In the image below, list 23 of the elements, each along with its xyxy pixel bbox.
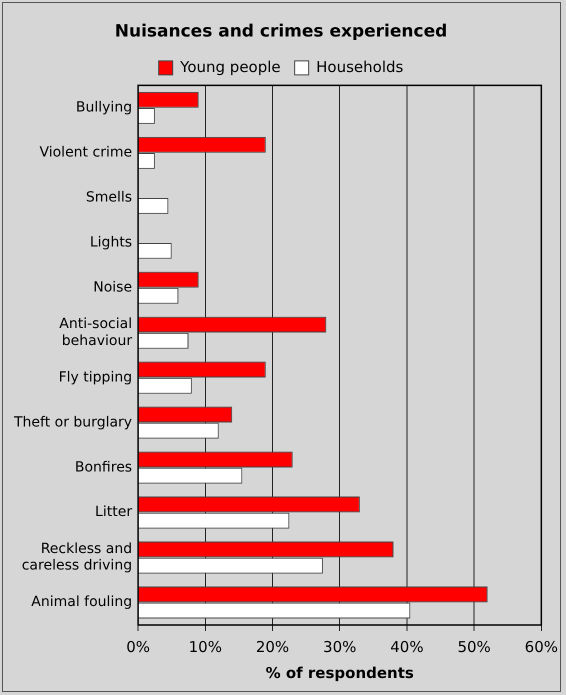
y-tick-label: Reckless and careless driving [22,540,132,574]
chart-title: Nuisances and crimes experienced [114,22,448,42]
y-tick-label: Theft or burglary [12,414,132,430]
x-tick-label: 0% [126,638,150,656]
legend-label: Young people [179,58,281,76]
y-tick-label: Lights [90,234,132,250]
x-axis-title: % of respondents [266,664,414,682]
y-tick-label: Litter [95,504,132,520]
y-tick-label: Smells [86,189,132,206]
legend-label: Households [316,58,404,76]
y-tick-label: Bonfires [74,459,132,476]
y-tick-label: Bullying [76,100,132,116]
y-tick-label: Animal fouling [31,594,132,610]
x-tick-label: 20% [256,638,290,656]
x-tick-label: 40% [390,638,424,656]
x-tick-label: 10% [188,638,222,656]
x-tick-label: 60% [524,638,558,656]
y-tick-label: Fly tipping [58,369,132,386]
x-tick-label: 30% [323,638,356,656]
x-tick-label: 50% [457,638,491,656]
y-tick-label: Anti-social behaviour [59,316,132,349]
y-tick-label: Violent crime [39,144,132,160]
y-tick-label: Noise [93,279,132,296]
